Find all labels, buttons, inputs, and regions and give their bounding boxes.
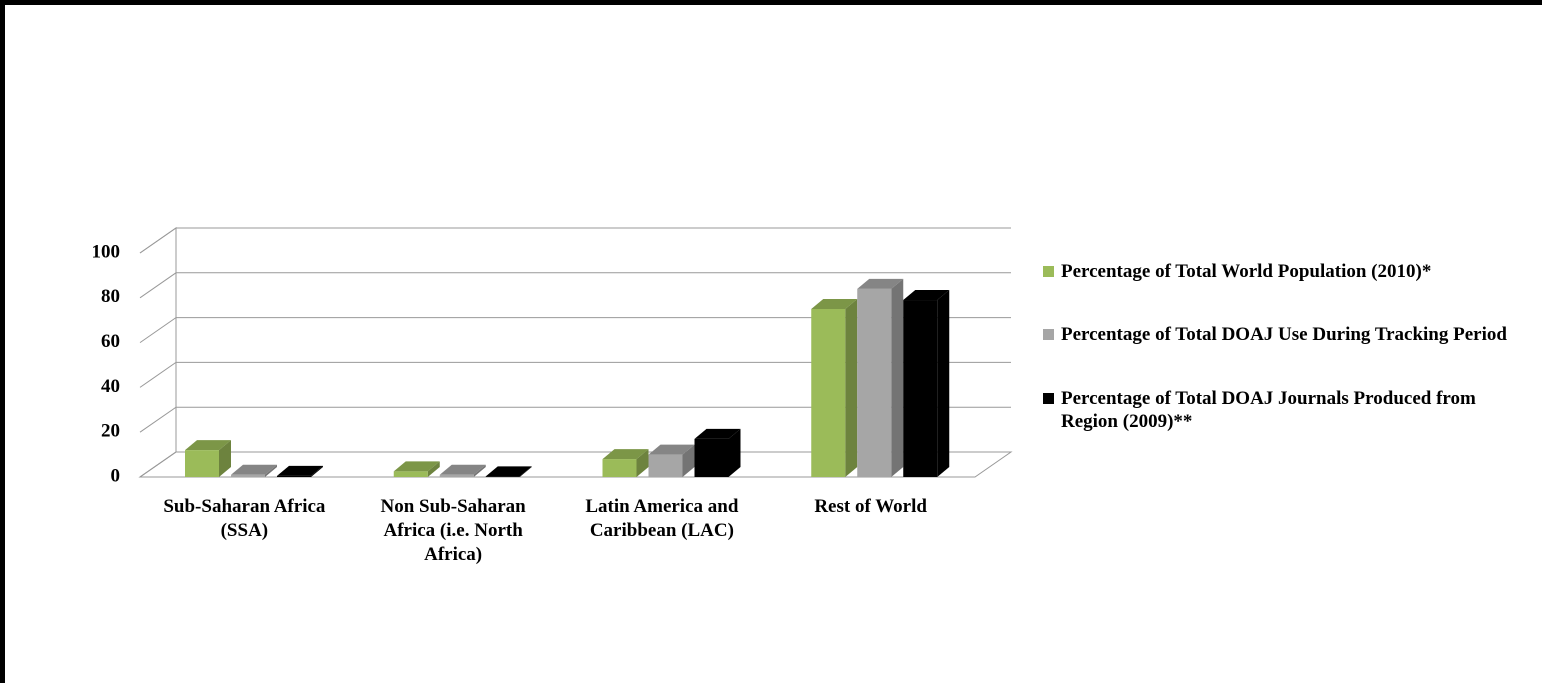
- grid-line: [139, 272, 1011, 299]
- bar: [439, 474, 474, 477]
- bar: [694, 438, 729, 477]
- x-tick-label: Sub-Saharan Africa (SSA): [163, 496, 326, 541]
- bar-side: [937, 290, 950, 477]
- bar-top: [231, 464, 277, 475]
- bar: [277, 475, 311, 477]
- y-tick-label: 20: [101, 421, 120, 442]
- y-tick-label: 40: [101, 376, 120, 397]
- grid-line: [139, 406, 1011, 433]
- grid-line: [139, 227, 1011, 254]
- bar-side: [311, 465, 323, 477]
- legend-label: Percentage of Total World Population (20…: [1061, 261, 1432, 282]
- legend-item: Percentage of Total DOAJ Use During Trac…: [1043, 323, 1531, 346]
- bar-side: [682, 444, 695, 477]
- x-tick-label: Non Sub-Saharan Africa (i.e. North Afric…: [380, 496, 526, 565]
- bar-top: [485, 466, 532, 477]
- bar: [857, 288, 892, 477]
- bar: [185, 450, 219, 477]
- bar: [602, 459, 637, 477]
- bar-top: [439, 464, 486, 475]
- bar-top: [185, 440, 231, 451]
- bar: [811, 309, 846, 477]
- legend-item: Percentage of Total DOAJ Journals Produc…: [1043, 387, 1531, 433]
- bar-top: [811, 299, 858, 309]
- bar-side: [891, 278, 904, 477]
- y-tick-label: 0: [111, 465, 121, 486]
- bar: [485, 476, 520, 477]
- bar-side: [265, 464, 277, 477]
- bar-top: [903, 290, 950, 301]
- legend-label: Percentage of Total DOAJ Use During Trac…: [1061, 324, 1507, 345]
- bar-side: [636, 449, 649, 477]
- x-tick-label: Rest of World: [814, 496, 927, 517]
- bar-top: [857, 278, 904, 289]
- back-wall: [139, 227, 177, 478]
- legend-item: Percentage of Total World Population (20…: [1043, 260, 1531, 283]
- legend-swatch: [1043, 266, 1054, 277]
- bar-top: [648, 444, 695, 455]
- x-tick-label: Latin America and Caribbean (LAC): [585, 496, 739, 541]
- bar-side: [219, 440, 231, 477]
- bar-top: [602, 449, 649, 460]
- bar-top: [277, 465, 323, 476]
- bar: [393, 471, 428, 477]
- bar: [648, 454, 683, 477]
- bar-side: [473, 464, 486, 477]
- bar-side: [728, 428, 741, 477]
- legend-swatch: [1043, 393, 1054, 404]
- legend-swatch: [1043, 329, 1054, 340]
- bar: [903, 300, 938, 477]
- y-tick-label: 80: [101, 286, 120, 307]
- bar-top: [393, 461, 440, 472]
- bar-side: [845, 299, 858, 477]
- grid-line: [139, 361, 1011, 388]
- y-tick-label: 100: [92, 241, 121, 262]
- grid-line: [139, 317, 1011, 344]
- legend-label: Percentage of Total DOAJ Journals Produc…: [1061, 388, 1476, 432]
- y-tick-label: 60: [101, 331, 120, 352]
- bar: [231, 474, 265, 477]
- bar-side: [519, 466, 532, 477]
- bar-top: [694, 428, 741, 439]
- bar-side: [427, 461, 440, 477]
